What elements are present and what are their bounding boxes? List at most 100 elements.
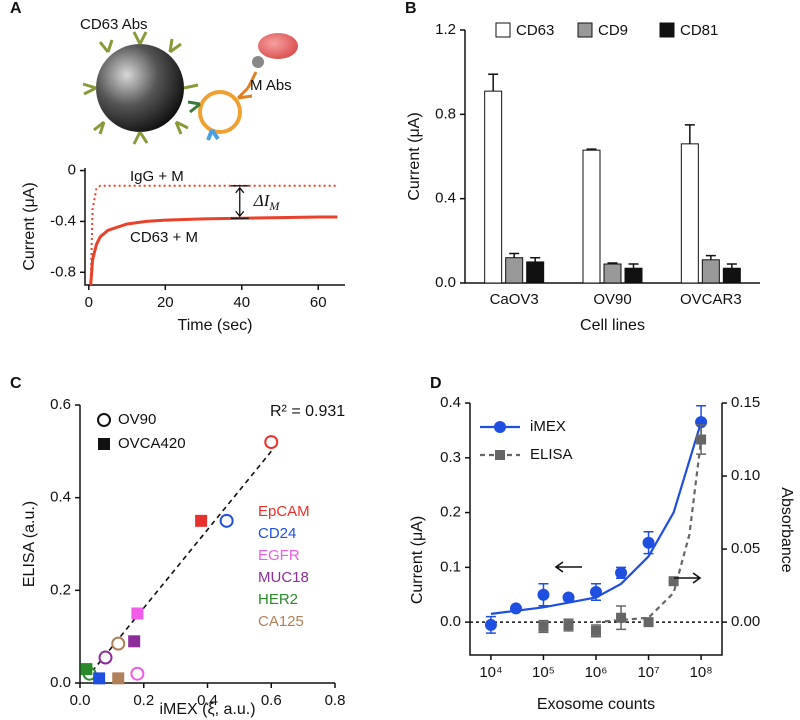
legend-swatch (577, 22, 593, 38)
point (484, 618, 497, 631)
label-tag (252, 56, 264, 68)
axis-arrow (674, 572, 702, 584)
legend-label: OV90 (118, 411, 156, 428)
point (111, 636, 126, 651)
diagram-label: M Abs (250, 77, 292, 94)
point (563, 620, 574, 631)
line (89, 184, 338, 286)
panel-label: D (430, 375, 442, 392)
point (195, 514, 208, 527)
axis-title: iMEX (ξ, a.u.) (159, 701, 255, 718)
axis-title: Absorbance (778, 487, 795, 572)
axis-title: Current (μA) (409, 516, 426, 604)
legend-swatch (659, 22, 675, 38)
y-tick-label: 0.10 (731, 467, 760, 484)
point (643, 617, 654, 628)
legend-swatch (494, 421, 506, 433)
bar (484, 90, 503, 284)
y-tick-label: 0.0 (435, 274, 456, 291)
color-legend-label: HER2 (258, 591, 298, 608)
exosome (198, 90, 242, 134)
error-bar (705, 254, 716, 260)
x-tick-label: 10⁸ (690, 664, 713, 681)
y-tick-label: 0.0 (440, 613, 461, 630)
bead (96, 44, 184, 132)
panel-label: B (405, 0, 417, 17)
delta-bracket (230, 185, 249, 219)
point (128, 635, 141, 648)
point (642, 536, 655, 549)
y-tick-label: 0.2 (50, 581, 71, 598)
legend-label: CD9 (598, 22, 628, 39)
point (668, 576, 679, 587)
color-legend-label: EGFR (258, 547, 300, 564)
line (89, 215, 338, 286)
axis-title: Cell lines (580, 317, 645, 334)
point (615, 566, 628, 579)
y-tick-label: 0.2 (440, 504, 461, 521)
color-legend-label: EpCAM (258, 503, 310, 520)
legend-label: CD81 (680, 22, 718, 39)
panel-label: C (10, 375, 22, 392)
m-antibody (236, 71, 258, 100)
y-tick-label: 0.15 (731, 394, 760, 411)
antibody (187, 100, 201, 114)
x-tick-label: 10⁴ (479, 664, 502, 681)
y-tick-label: -0.4 (50, 212, 76, 229)
y-tick-label: 1.2 (435, 21, 456, 38)
axes (469, 403, 723, 656)
axis-title: Exosome counts (537, 696, 655, 713)
point (130, 666, 145, 681)
x-tick-label: 0.0 (70, 692, 91, 709)
point (93, 672, 106, 685)
point (219, 513, 234, 528)
legend-swatch (98, 438, 110, 450)
legend-swatch (97, 413, 111, 427)
panel-label: A (10, 0, 22, 17)
enzyme (258, 33, 298, 59)
x-tick-label: 0.2 (133, 692, 154, 709)
point (537, 588, 550, 601)
error-bar (509, 252, 520, 258)
bar (701, 259, 720, 284)
y-tick-label: 0.8 (435, 105, 456, 122)
legend-swatch (495, 450, 505, 460)
axis-title: ELISA (a.u.) (21, 501, 38, 587)
legend-label: ELISA (530, 446, 573, 463)
axes (464, 30, 760, 284)
legend-label: OVCA420 (118, 435, 186, 452)
axis-arrow (554, 561, 582, 573)
point (98, 650, 113, 665)
y-tick-label: 0.05 (731, 540, 760, 557)
axis-title: Current (μA) (406, 112, 423, 200)
x-tick-label: 10⁵ (532, 664, 555, 681)
series-label: IgG + M (130, 168, 184, 185)
axes (84, 168, 345, 286)
y-tick-label: -0.8 (50, 263, 76, 280)
point (562, 591, 575, 604)
y-tick-label: 0.4 (50, 489, 71, 506)
point (616, 612, 627, 623)
x-tick-label: OVCAR3 (680, 291, 742, 308)
x-tick-label: 10⁷ (637, 664, 659, 681)
error-bar (530, 256, 541, 262)
point (509, 602, 522, 615)
marker-protein (206, 128, 220, 141)
x-tick-label: CaOV3 (490, 291, 539, 308)
point (131, 607, 144, 620)
x-tick-label: 0.4 (197, 692, 218, 709)
bar (722, 267, 741, 284)
series-label: CD63 + M (130, 229, 198, 246)
x-tick-label: 40 (233, 294, 250, 311)
fit-line (490, 421, 703, 615)
bar (526, 261, 545, 284)
y-tick-label: 0.6 (50, 396, 71, 413)
annotation: ΔI (253, 191, 271, 210)
y-tick-label: 0.00 (731, 613, 760, 630)
fit-line (595, 439, 703, 624)
point (591, 625, 601, 636)
point (590, 586, 602, 598)
legend-swatch (495, 22, 511, 38)
bar (680, 143, 699, 284)
